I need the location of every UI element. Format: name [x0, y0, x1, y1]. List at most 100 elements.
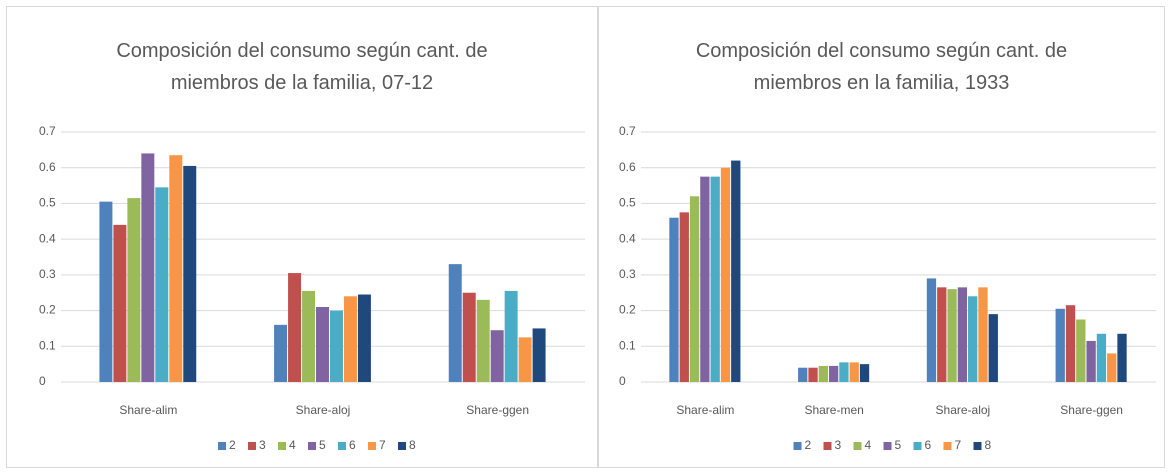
legend-label: 7	[379, 438, 386, 452]
legend-swatch	[973, 442, 982, 450]
legend-label: 6	[925, 438, 932, 452]
y-tick-label: 0.5	[39, 196, 56, 210]
legend-label: 7	[955, 438, 962, 452]
bar	[947, 289, 957, 382]
bar	[1065, 305, 1076, 382]
bar	[1107, 353, 1117, 382]
y-tick-label: 0.5	[619, 196, 636, 210]
bar	[978, 287, 988, 382]
y-tick-label: 0.3	[39, 267, 56, 281]
y-tick-label: 0.6	[619, 160, 636, 174]
legend-swatch	[853, 442, 862, 450]
legend-label: 6	[349, 438, 356, 452]
bar	[1096, 333, 1107, 382]
bar	[957, 287, 968, 382]
bar	[1076, 319, 1086, 382]
bar	[99, 201, 113, 382]
y-tick-label: 0.7	[619, 124, 636, 138]
x-tick-label: Share-ggen	[466, 403, 529, 417]
bar	[141, 153, 155, 382]
chart-panel: Composición del consumo según cant. de m…	[6, 6, 598, 468]
y-tick-label: 0.3	[619, 267, 636, 281]
bar	[818, 365, 828, 382]
legend-swatch	[943, 442, 952, 450]
bar	[169, 155, 183, 382]
bar	[518, 337, 532, 382]
bar	[113, 224, 127, 382]
legend-swatch	[218, 442, 226, 450]
bar	[183, 165, 197, 382]
bar	[839, 362, 849, 382]
bar	[689, 196, 700, 382]
bar	[926, 278, 937, 382]
y-tick-label: 0.7	[39, 124, 56, 138]
bar	[669, 217, 679, 382]
y-tick-label: 0.2	[39, 303, 56, 317]
x-tick-label: Share-alim	[119, 403, 177, 417]
bar	[343, 296, 357, 382]
x-tick-label: Share-aloj	[936, 403, 991, 417]
legend-label: 5	[319, 438, 326, 452]
y-tick-label: 0	[619, 374, 626, 388]
bar	[808, 367, 818, 382]
y-tick-label: 0.2	[619, 303, 636, 317]
legend-swatch	[823, 442, 832, 450]
bar	[968, 296, 978, 382]
x-tick-label: Share-men	[804, 403, 863, 417]
bar	[700, 176, 710, 382]
bar	[710, 176, 720, 382]
chart: 0 0.1 0.2 0.3 0.4 0.5 0.6 0.7 Share-alim Share-me…	[619, 124, 1156, 452]
chart: 0 0.1 0.2 0.3 0.4 0.5 0.6 0.7 Share-alim Share-al…	[39, 124, 585, 452]
bar	[476, 299, 490, 382]
bar	[504, 290, 518, 382]
bar	[357, 294, 371, 382]
y-tick-label: 0.4	[39, 231, 56, 245]
bar	[828, 365, 839, 382]
legend-swatch	[913, 442, 922, 450]
legend-swatch	[793, 442, 802, 450]
bar	[1086, 340, 1096, 382]
bar	[988, 314, 998, 382]
legend-label: 2	[229, 438, 236, 452]
bar	[155, 187, 169, 382]
legend-label: 3	[835, 438, 842, 452]
bar	[127, 198, 141, 382]
legend-label: 4	[865, 438, 872, 452]
legend-swatch	[278, 442, 286, 450]
legend-swatch	[248, 442, 256, 450]
legend-swatch	[398, 442, 406, 450]
legend-label: 2	[805, 438, 812, 452]
bar	[462, 292, 476, 382]
chart-title: Composición del consumo según cant. de m…	[695, 40, 1068, 94]
chart-panel: Composición del consumo según cant. de m…	[598, 6, 1165, 468]
y-tick-label: 0	[39, 374, 46, 388]
legend-label: 8	[985, 438, 992, 452]
y-tick-label: 0.1	[39, 338, 56, 352]
legend-label: 5	[895, 438, 902, 452]
bar	[1055, 308, 1065, 382]
x-tick-label: Share-alim	[676, 403, 734, 417]
legend-swatch	[883, 442, 892, 450]
bar	[731, 160, 741, 382]
bar	[1117, 333, 1127, 382]
bar	[490, 330, 504, 382]
legend-label: 3	[259, 438, 266, 452]
x-tick-label: Share-aloj	[296, 403, 351, 417]
bar	[937, 287, 947, 382]
legend-swatch	[308, 442, 316, 450]
bar	[274, 324, 288, 382]
bar	[720, 167, 731, 382]
bar	[849, 362, 859, 382]
x-tick-label: Share-ggen	[1060, 403, 1123, 417]
bar	[532, 328, 546, 382]
y-tick-label: 0.6	[39, 160, 56, 174]
bar	[798, 367, 808, 382]
bar	[448, 264, 462, 382]
y-tick-label: 0.4	[619, 231, 636, 245]
legend-label: 4	[289, 438, 296, 452]
chart-title: Composición del consumo según cant. de m…	[116, 40, 488, 94]
bar	[329, 310, 343, 382]
bar	[302, 290, 316, 382]
bar	[316, 307, 329, 382]
